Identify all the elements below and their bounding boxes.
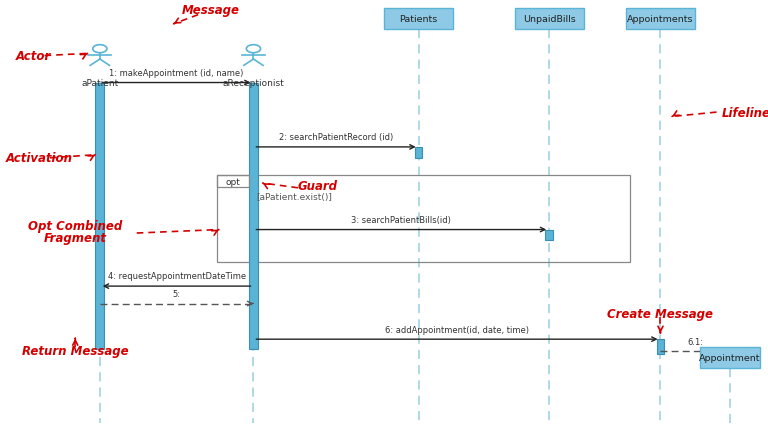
FancyBboxPatch shape <box>95 83 104 349</box>
Text: 1: makeAppointment (id, name): 1: makeAppointment (id, name) <box>110 69 243 78</box>
Text: Lifeline: Lifeline <box>722 107 768 120</box>
Text: Message: Message <box>182 4 240 17</box>
Text: Actor: Actor <box>15 50 51 63</box>
Text: aReceptionist: aReceptionist <box>223 79 284 88</box>
Text: 3: searchPatientBills(id): 3: searchPatientBills(id) <box>351 215 452 224</box>
FancyBboxPatch shape <box>626 9 695 30</box>
Text: UnpaidBills: UnpaidBills <box>523 15 575 23</box>
Text: 4: requestAppointmentDateTime: 4: requestAppointmentDateTime <box>108 272 246 281</box>
Text: Return Message: Return Message <box>22 344 128 357</box>
FancyBboxPatch shape <box>700 348 760 368</box>
Text: 6.1:: 6.1: <box>687 337 703 346</box>
Text: Appointments: Appointments <box>627 15 694 23</box>
Text: Create Message: Create Message <box>607 307 713 320</box>
Text: aPatient: aPatient <box>81 79 118 88</box>
Text: Guard: Guard <box>298 179 338 192</box>
Text: 6: addAppointment(id, date, time): 6: addAppointment(id, date, time) <box>385 325 529 334</box>
Text: Activation: Activation <box>6 152 73 165</box>
Text: Opt Combined: Opt Combined <box>28 219 122 232</box>
FancyBboxPatch shape <box>415 148 422 158</box>
Text: [aPatient.exist()]: [aPatient.exist()] <box>257 192 333 201</box>
FancyBboxPatch shape <box>545 230 553 241</box>
Text: 5:: 5: <box>173 289 180 298</box>
Text: Appointment: Appointment <box>699 354 760 362</box>
FancyBboxPatch shape <box>515 9 584 30</box>
Text: opt: opt <box>225 178 240 186</box>
Text: Patients: Patients <box>399 15 438 23</box>
FancyBboxPatch shape <box>384 9 453 30</box>
Text: 2: searchPatientRecord (id): 2: searchPatientRecord (id) <box>279 133 393 142</box>
Text: Fragment: Fragment <box>44 231 107 244</box>
FancyBboxPatch shape <box>249 83 258 349</box>
FancyBboxPatch shape <box>657 339 664 354</box>
